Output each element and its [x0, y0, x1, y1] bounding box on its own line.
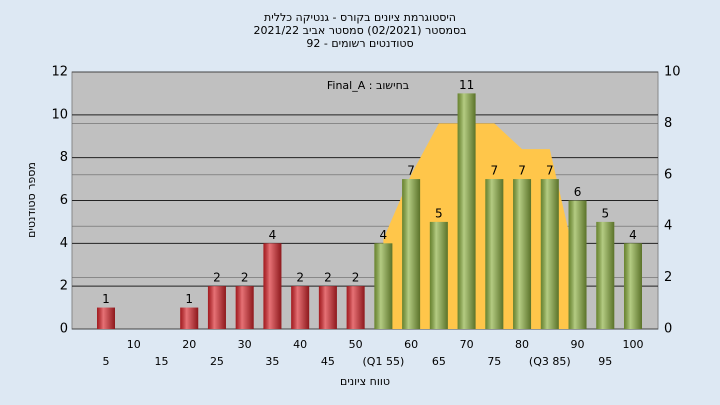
x-axis-label: טווח ציונים [340, 375, 390, 388]
data-label: 5 [601, 206, 609, 220]
data-label: 5 [435, 206, 443, 220]
bar-shade [180, 307, 199, 329]
x-tick-label: 25 [210, 355, 224, 368]
bar-shade [97, 307, 115, 329]
x-tick-label: 10 [127, 338, 141, 351]
x-tick-label: 70 [460, 338, 474, 351]
data-label: 7 [407, 164, 415, 178]
x-tick-label: 80 [515, 338, 529, 351]
data-label: 1 [185, 292, 193, 306]
data-label: 2 [241, 271, 249, 285]
bar-shade [346, 286, 365, 329]
y-tick-label: 0 [60, 322, 68, 337]
data-label: 1 [102, 292, 110, 306]
y-tick-label: 4 [60, 236, 68, 251]
x-tick-label: 60 [404, 338, 418, 351]
data-label: 2 [296, 271, 304, 285]
data-label: 4 [269, 228, 277, 242]
data-label: 2 [324, 271, 332, 285]
x-tick-label: 30 [238, 338, 252, 351]
bar-shade [402, 179, 421, 329]
x-tick-label: 90 [571, 338, 585, 351]
x-tick-label: (Q1 55) [363, 355, 405, 368]
x-tick-label: 65 [432, 355, 446, 368]
bar-shade [291, 286, 310, 329]
y-tick-label: 12 [51, 65, 68, 80]
bar-shade [457, 93, 476, 330]
bar-shade [540, 179, 559, 329]
x-tick-label: (Q3 85) [529, 355, 571, 368]
y-axis-label: מספר סטודנטים [25, 162, 38, 238]
annotation: Final_A : בחישוב [327, 79, 409, 92]
bar-shade [235, 286, 254, 329]
y2-tick-label: 4 [664, 219, 672, 234]
data-label: 4 [629, 228, 637, 242]
x-tick-label: 95 [598, 355, 612, 368]
data-label: 6 [574, 185, 582, 199]
data-label: 2 [352, 271, 360, 285]
bar-shade [624, 243, 642, 329]
y2-tick-label: 10 [664, 65, 681, 80]
y2-tick-label: 0 [664, 322, 672, 337]
y-tick-label: 6 [60, 193, 68, 208]
bar-shade [429, 221, 448, 329]
title: סטודנטים רשומים - 92 [306, 37, 413, 50]
data-label: 4 [380, 228, 388, 242]
y2-tick-label: 6 [664, 167, 672, 182]
bar-shade [263, 243, 282, 329]
x-tick-label: 50 [349, 338, 363, 351]
x-tick-label: 45 [321, 355, 335, 368]
bar-shade [374, 243, 393, 329]
bar-shade [485, 179, 504, 329]
x-tick-label: 100 [623, 338, 644, 351]
bar-shade [596, 221, 615, 329]
x-tick-label: 75 [487, 355, 501, 368]
title: היסטוגרמת ציונים בקורס - גנטיקה כללית [264, 11, 456, 24]
bar-shade [318, 286, 337, 329]
data-label: 11 [459, 78, 474, 92]
y2-tick-label: 8 [664, 116, 672, 131]
data-label: 7 [546, 164, 554, 178]
bar-shade [513, 179, 532, 329]
x-tick-label: 5 [103, 355, 110, 368]
x-tick-label: 40 [293, 338, 307, 351]
title: בסמסטר (02/2021) סמסטר אביב 2021/22 [253, 24, 466, 37]
x-tick-label: 15 [154, 355, 168, 368]
bar-shade [207, 286, 226, 329]
x-tick-label: 20 [182, 338, 196, 351]
data-label: 7 [490, 164, 498, 178]
x-tick-label: 35 [265, 355, 279, 368]
y-tick-label: 2 [60, 279, 68, 294]
data-label: 2 [213, 271, 221, 285]
data-label: 7 [518, 164, 526, 178]
bar-shade [568, 200, 587, 329]
y-tick-label: 8 [60, 150, 68, 165]
y2-tick-label: 2 [664, 270, 672, 285]
y-tick-label: 10 [51, 107, 68, 122]
